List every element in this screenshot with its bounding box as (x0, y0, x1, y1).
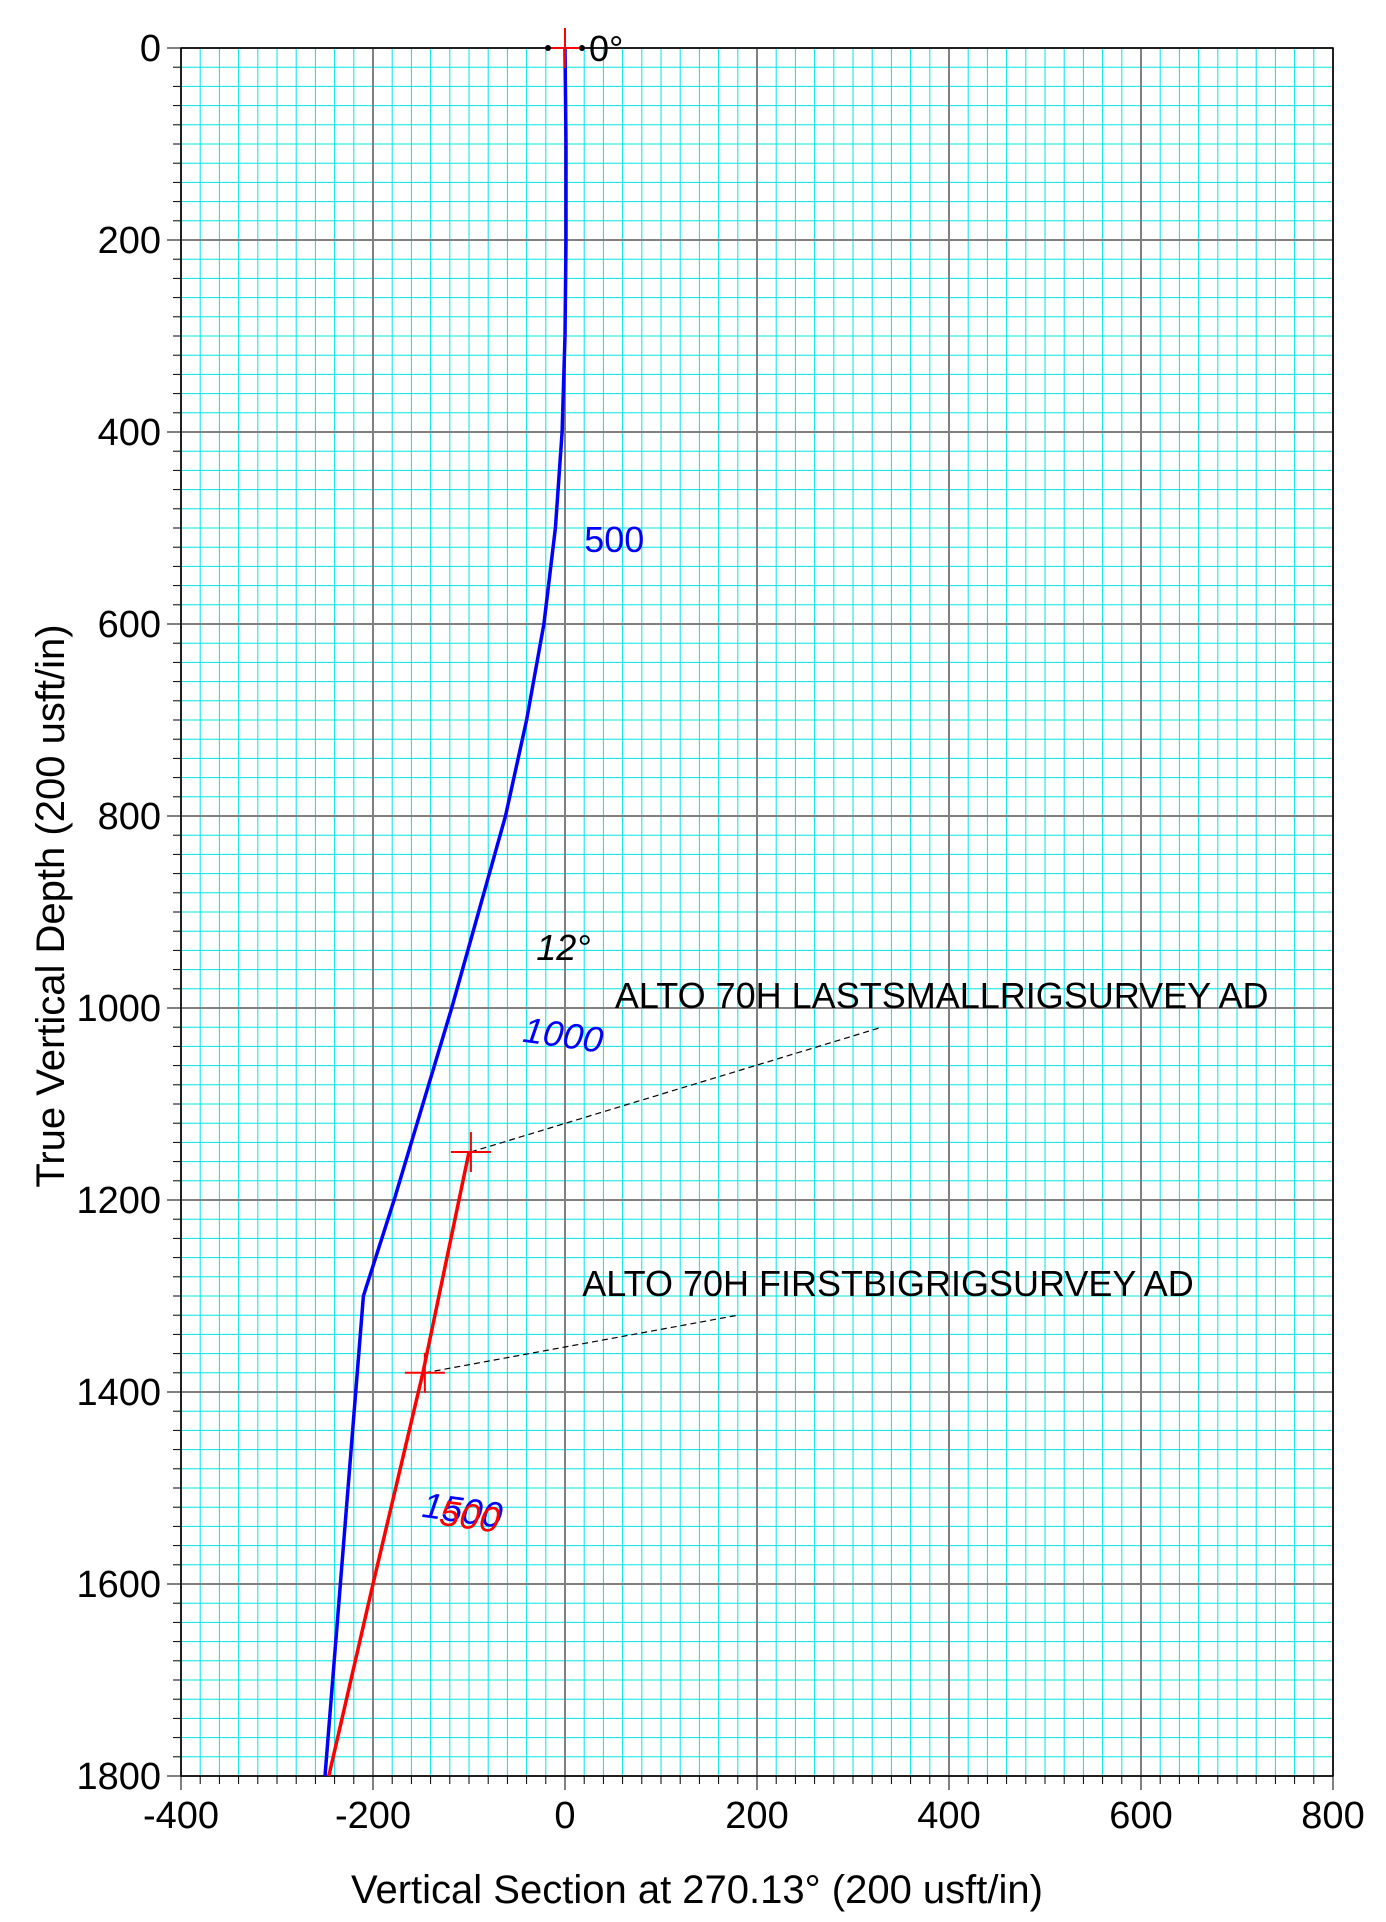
x-tick-label: 200 (725, 1795, 788, 1837)
y-tick-label: 1600 (76, 1564, 161, 1606)
y-tick-label: 600 (98, 604, 161, 646)
y-tick-label: 1400 (76, 1372, 161, 1414)
marker-dot (545, 45, 551, 51)
annotation-label: ALTO 70H FIRSTBIGRIGSURVEY AD (582, 1263, 1194, 1304)
y-tick-label: 1000 (76, 988, 161, 1030)
x-tick-label: -200 (335, 1795, 411, 1837)
y-tick-label: 200 (98, 220, 161, 262)
x-tick-label: 800 (1301, 1795, 1364, 1837)
x-tick-label: 600 (1109, 1795, 1172, 1837)
y-tick-label: 800 (98, 796, 161, 838)
depth-label: 500 (437, 1492, 502, 1541)
series-line-red (327, 1151, 471, 1777)
survey-markers (404, 28, 585, 1393)
x-tick-label: 0 (554, 1795, 575, 1837)
annotation-leaders (424, 1026, 882, 1374)
axis-tick-labels: -400 -200 0 200 400 600 800 0 200 400 600 800 1000 12… (76, 28, 1364, 1837)
annotation-leader-line (424, 1314, 738, 1374)
inclination-label: 12° (536, 927, 590, 968)
axis-ticks (167, 47, 1334, 1790)
x-axis-label: Vertical Section at 270.13° (200 usft/in… (351, 1868, 1043, 1912)
series-line-blue (323, 47, 568, 1777)
y-axis-label: True Vertical Depth (200 usft/in) (29, 624, 73, 1187)
y-tick-label: 400 (98, 412, 161, 454)
depth-label: 500 (584, 519, 644, 560)
x-tick-label: -400 (143, 1795, 219, 1837)
marker-dot (579, 45, 585, 51)
x-tick-label: 400 (917, 1795, 980, 1837)
inclination-label: 0° (589, 28, 623, 69)
series-lines (323, 47, 568, 1777)
y-tick-label: 0 (140, 28, 161, 70)
annotation-leader-line (470, 1026, 882, 1153)
annotation-label: ALTO 70H LASTSMALLRIGSURVEY AD (615, 975, 1269, 1016)
y-tick-label: 1200 (76, 1180, 161, 1222)
y-tick-label: 1800 (76, 1756, 161, 1798)
